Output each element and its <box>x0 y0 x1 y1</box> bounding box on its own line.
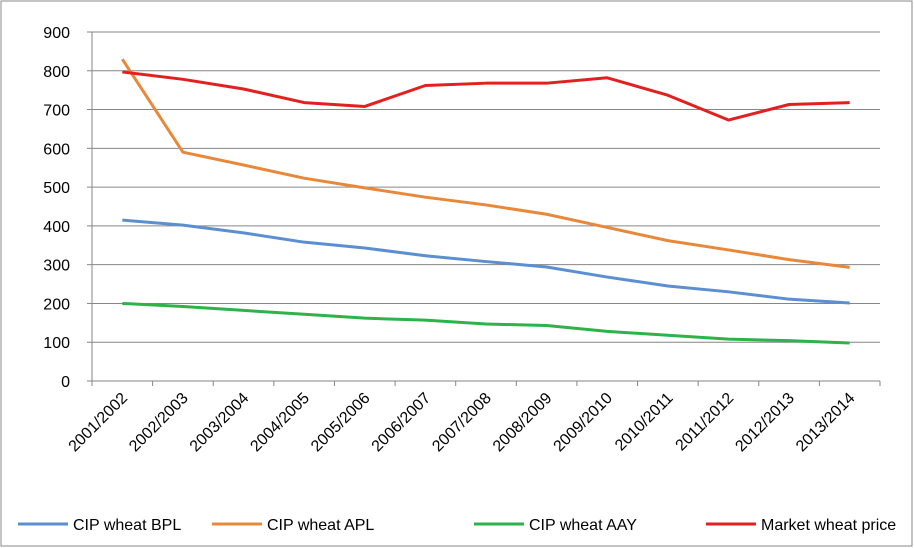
legend-label: CIP wheat BPL <box>73 517 181 534</box>
y-tick-label: 0 <box>61 374 70 391</box>
series-line <box>122 70 850 122</box>
y-tick-label: 200 <box>43 296 70 313</box>
legend-label: CIP wheat APL <box>267 517 374 534</box>
series-line <box>122 301 850 345</box>
y-tick-label: 300 <box>43 258 70 275</box>
y-tick-label: 600 <box>43 141 70 158</box>
y-tick-label: 700 <box>43 103 70 120</box>
y-tick-label: 100 <box>43 335 70 352</box>
series-line <box>122 218 850 305</box>
y-tick-label: 800 <box>43 64 70 81</box>
y-tick-label: 500 <box>43 180 70 197</box>
y-tick-label: 900 <box>43 25 70 42</box>
legend-label: CIP wheat AAY <box>529 517 637 534</box>
y-tick-label: 400 <box>43 219 70 236</box>
series-line <box>121 58 850 269</box>
legend-label: Market wheat price <box>761 517 896 534</box>
